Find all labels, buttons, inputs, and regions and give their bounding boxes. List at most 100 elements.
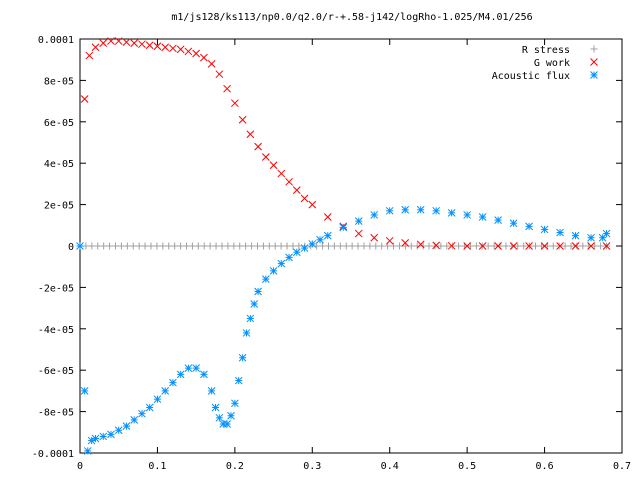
y-tick-label: 0.0001 <box>38 35 74 46</box>
g-work-point <box>161 43 170 52</box>
acoustic-flux-point <box>602 229 611 238</box>
g-work-point <box>587 242 595 250</box>
r-stress-point <box>378 242 386 250</box>
r-stress-point <box>277 242 285 250</box>
r-stress-point <box>555 242 563 250</box>
y-tick-label: -0.0001 <box>32 449 74 460</box>
acoustic-flux-point <box>242 329 251 337</box>
acoustic-flux-point <box>478 213 487 221</box>
acoustic-flux-point <box>401 205 410 214</box>
acoustic-flux-point <box>447 209 456 217</box>
r-stress-point <box>384 242 392 250</box>
acoustic-flux-point <box>370 211 379 219</box>
acoustic-flux-point <box>354 217 363 226</box>
legend-marker-r-stress <box>590 45 598 53</box>
g-work-point <box>509 242 518 250</box>
y-tick-label: -4e-05 <box>38 325 74 336</box>
g-work-point <box>138 40 146 49</box>
acoustic-flux-point <box>494 216 502 224</box>
r-stress-point <box>348 242 356 250</box>
acoustic-flux-point <box>169 378 177 387</box>
g-work-point <box>370 233 379 242</box>
g-work-point <box>323 213 332 221</box>
acoustic-flux-point <box>254 287 262 296</box>
r-stress-point <box>561 242 569 250</box>
r-stress-point <box>330 242 338 250</box>
g-work-point <box>153 42 162 51</box>
g-work-point <box>91 43 100 52</box>
g-work-point <box>130 39 139 47</box>
acoustic-flux-point <box>200 370 208 379</box>
r-stress-point <box>466 242 474 250</box>
r-stress-point <box>342 242 350 250</box>
r-stress-point <box>579 242 587 250</box>
g-work-point <box>261 153 270 161</box>
y-tick-label: 0 <box>68 242 74 253</box>
legend-marker-acoustic-flux <box>590 71 598 79</box>
acoustic-flux-point <box>277 259 286 268</box>
r-stress-point <box>449 242 457 250</box>
acoustic-flux-point <box>130 416 139 424</box>
r-stress-point <box>472 242 480 250</box>
r-stress-point <box>549 242 557 250</box>
r-stress-point <box>366 242 374 250</box>
r-stress-point <box>265 242 273 250</box>
r-stress-point <box>153 242 161 250</box>
r-stress-point <box>129 242 137 250</box>
g-work-point <box>401 239 410 247</box>
r-stress-point <box>520 242 528 250</box>
r-stress-point <box>259 242 267 250</box>
r-stress-point <box>200 242 208 250</box>
r-stress-point <box>165 242 173 250</box>
acoustic-flux-point <box>184 364 193 372</box>
x-tick-label: 0.1 <box>148 461 166 472</box>
r-stress-point <box>390 242 398 250</box>
acoustic-flux-point <box>234 376 243 385</box>
acoustic-flux-point <box>316 235 324 244</box>
acoustic-flux-point <box>463 211 471 219</box>
r-stress-point <box>123 242 131 250</box>
g-work-point <box>114 37 123 45</box>
g-work-point <box>432 241 441 250</box>
r-stress-point <box>573 242 581 250</box>
r-stress-point <box>271 242 279 250</box>
r-stress-point <box>295 242 303 250</box>
x-tick-label: 0.7 <box>613 461 631 472</box>
g-work-point <box>556 242 564 250</box>
acoustic-flux-point <box>300 244 309 252</box>
acoustic-flux-point <box>192 364 200 372</box>
r-stress-point <box>177 242 185 250</box>
r-stress-point <box>230 242 238 250</box>
r-stress-point <box>182 242 190 250</box>
acoustic-flux-point <box>587 233 595 242</box>
r-stress-point <box>194 242 202 250</box>
acoustic-flux-point <box>385 206 394 215</box>
chart-title: m1/js128/ks113/np0.0/q2.0/r-+.58-j142/lo… <box>171 12 532 23</box>
acoustic-flux-point <box>223 420 231 428</box>
acoustic-flux-point <box>122 422 131 430</box>
r-stress-point <box>537 242 545 250</box>
r-stress-point <box>141 242 149 250</box>
acoustic-flux-point <box>145 403 154 412</box>
legend-label-acoustic-flux: Acoustic flux <box>492 71 570 82</box>
acoustic-flux-point <box>207 387 216 395</box>
g-work-point <box>602 242 611 250</box>
r-stress-point <box>455 242 463 250</box>
x-tick-label: 0.5 <box>458 461 476 472</box>
g-work-point <box>269 161 278 170</box>
acoustic-flux-point <box>250 300 259 308</box>
g-work-point <box>169 44 177 53</box>
r-stress-point <box>88 242 96 250</box>
acoustic-flux-point <box>176 370 185 379</box>
r-stress-point <box>94 242 102 250</box>
r-stress-point <box>159 242 167 250</box>
r-stress-point <box>106 242 114 250</box>
acoustic-flux-point <box>416 205 425 214</box>
g-work-point <box>308 200 317 209</box>
g-work-point <box>300 194 309 203</box>
g-work-point <box>207 59 216 68</box>
acoustic-flux-point <box>227 411 235 420</box>
x-tick-label: 0.6 <box>536 461 554 472</box>
r-stress-point <box>419 242 427 250</box>
r-stress-point <box>242 242 250 250</box>
